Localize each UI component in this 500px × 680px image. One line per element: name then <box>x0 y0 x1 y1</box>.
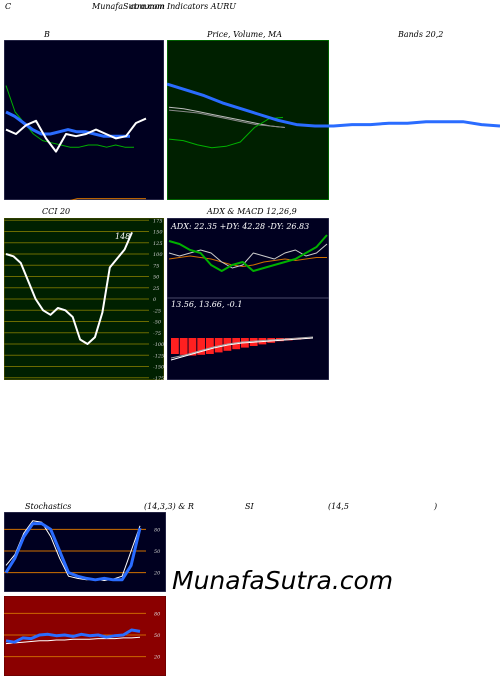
bb-price-line <box>5 117 147 153</box>
adx-pos-di-line <box>168 234 328 272</box>
bollinger-panel <box>4 40 164 200</box>
stoch-d-line <box>4 522 142 582</box>
macd-line <box>170 337 314 361</box>
cci-tick-label: 50 <box>153 275 160 281</box>
macd-bar <box>171 338 179 354</box>
price-band-line <box>167 82 500 128</box>
cci-tick-label: 150 <box>153 230 163 236</box>
cci-tick-label: -175 <box>153 376 164 380</box>
rsi-line <box>5 628 141 644</box>
cci-panel: 175 150 125 100 75 50 25 0 -25 -50 -75 -100 -125 -150… <box>4 218 164 380</box>
label-rsi-close: ) <box>434 502 438 511</box>
label-si: SI <box>245 502 254 511</box>
adx-values: ADX: 22.35 +DY: 42.28 -DY: 26.83 <box>170 222 309 231</box>
adx-bg <box>167 218 329 298</box>
macd-values: 13.56, 13.66, -0.1 <box>171 300 242 309</box>
rsi-tick-label: 50 <box>154 633 161 639</box>
label-cci: CCI 20 <box>42 207 71 216</box>
macd-bar <box>214 338 223 353</box>
stoch-tick-label: 80 <box>154 527 161 533</box>
rsi-signal-line <box>5 636 141 645</box>
price-line-layer <box>167 82 500 149</box>
rsi-panel: 80 50 20 <box>4 596 166 676</box>
ma-line-2 <box>168 109 286 128</box>
price-bg <box>167 40 329 200</box>
cci-tick-label: -150 <box>153 365 164 371</box>
header-subtitle: common Indicators AURU <box>130 2 237 11</box>
bollinger-bg <box>4 40 164 200</box>
header-c: C <box>5 2 12 11</box>
label-price: Price, Volume, MA <box>207 30 283 39</box>
stoch-k-line <box>5 520 141 581</box>
macd-bar <box>197 338 206 355</box>
cci-tick-label: -125 <box>153 353 164 359</box>
cci-tick-label: 75 <box>153 263 159 269</box>
stoch-tick-label: 20 <box>153 571 161 577</box>
label-adx-macd: ADX & MACD 12,26,9 <box>207 207 297 216</box>
price-panel <box>167 40 329 200</box>
cci-line <box>5 232 133 345</box>
volume-ma-line <box>168 116 284 149</box>
cci-tick-label: -75 <box>153 331 161 337</box>
rsi-tick-label: 80 <box>154 611 161 617</box>
label-b: B <box>44 30 50 39</box>
cci-tick-label: -100 <box>153 342 164 348</box>
cci-tick-label: 125 <box>153 241 163 247</box>
macd-bar <box>188 338 197 356</box>
header-title: MunafaSutra.com <box>92 2 165 11</box>
macd-signal-line <box>170 336 314 359</box>
cci-tick-label: 0 <box>153 297 157 303</box>
cci-tick-label: -25 <box>153 308 161 314</box>
cci-value-label: 148 <box>115 232 130 241</box>
label-bands: Bands 20,2 <box>398 30 444 39</box>
stoch-tick-label: 50 <box>154 549 161 555</box>
rsi-tick-label: 20 <box>153 655 161 661</box>
cci-tick-label: 175 <box>153 218 163 224</box>
adx-panel: ADX: 22.35 +DY: 42.28 -DY: 26.83 <box>167 218 329 298</box>
watermark: MunafaSutra.com <box>172 566 394 595</box>
cci-tick-label: -50 <box>153 320 162 326</box>
label-stochastics: Stochastics <box>25 502 72 511</box>
label-rsi-params: (14,5 <box>328 502 349 511</box>
macd-panel: 13.56, 13.66, -0.1 <box>167 298 329 380</box>
cci-tick-label: 25 <box>152 286 159 292</box>
stoch-panel: 80 50 20 <box>4 512 166 592</box>
macd-bar <box>179 338 188 355</box>
cci-tick-label: 100 <box>153 252 163 258</box>
bb-lower-line <box>69 198 146 200</box>
macd-bar <box>206 338 214 354</box>
label-stoch-params: (14,3,3) & R <box>144 502 194 511</box>
